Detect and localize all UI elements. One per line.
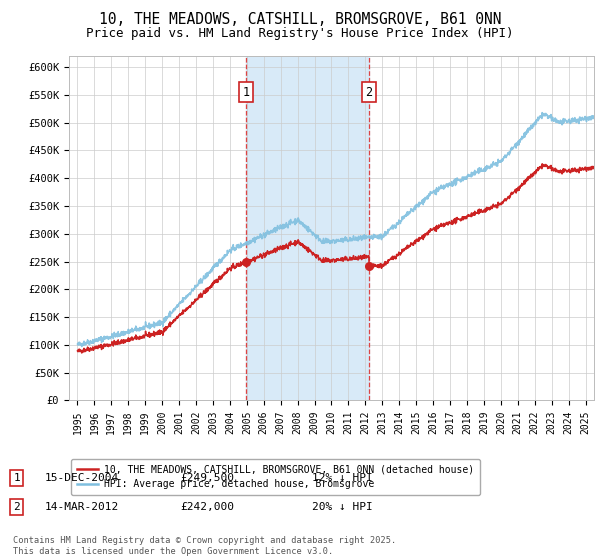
Text: 2: 2 xyxy=(13,502,20,512)
Text: Price paid vs. HM Land Registry's House Price Index (HPI): Price paid vs. HM Land Registry's House … xyxy=(86,27,514,40)
Legend: 10, THE MEADOWS, CATSHILL, BROMSGROVE, B61 0NN (detached house), HPI: Average pr: 10, THE MEADOWS, CATSHILL, BROMSGROVE, B… xyxy=(71,459,480,495)
Point xyxy=(364,262,374,270)
Text: 1: 1 xyxy=(13,473,20,483)
Text: 15-DEC-2004: 15-DEC-2004 xyxy=(45,473,119,483)
Point xyxy=(241,258,251,267)
Text: 20% ↓ HPI: 20% ↓ HPI xyxy=(312,502,373,512)
Text: 1: 1 xyxy=(242,86,250,99)
Text: Contains HM Land Registry data © Crown copyright and database right 2025.
This d: Contains HM Land Registry data © Crown c… xyxy=(13,536,397,556)
Text: 12% ↓ HPI: 12% ↓ HPI xyxy=(312,473,373,483)
Bar xyxy=(246,56,369,400)
Text: £242,000: £242,000 xyxy=(180,502,234,512)
Text: 2: 2 xyxy=(365,86,373,99)
Text: £249,500: £249,500 xyxy=(180,473,234,483)
Text: 14-MAR-2012: 14-MAR-2012 xyxy=(45,502,119,512)
Text: 10, THE MEADOWS, CATSHILL, BROMSGROVE, B61 0NN: 10, THE MEADOWS, CATSHILL, BROMSGROVE, B… xyxy=(99,12,501,27)
